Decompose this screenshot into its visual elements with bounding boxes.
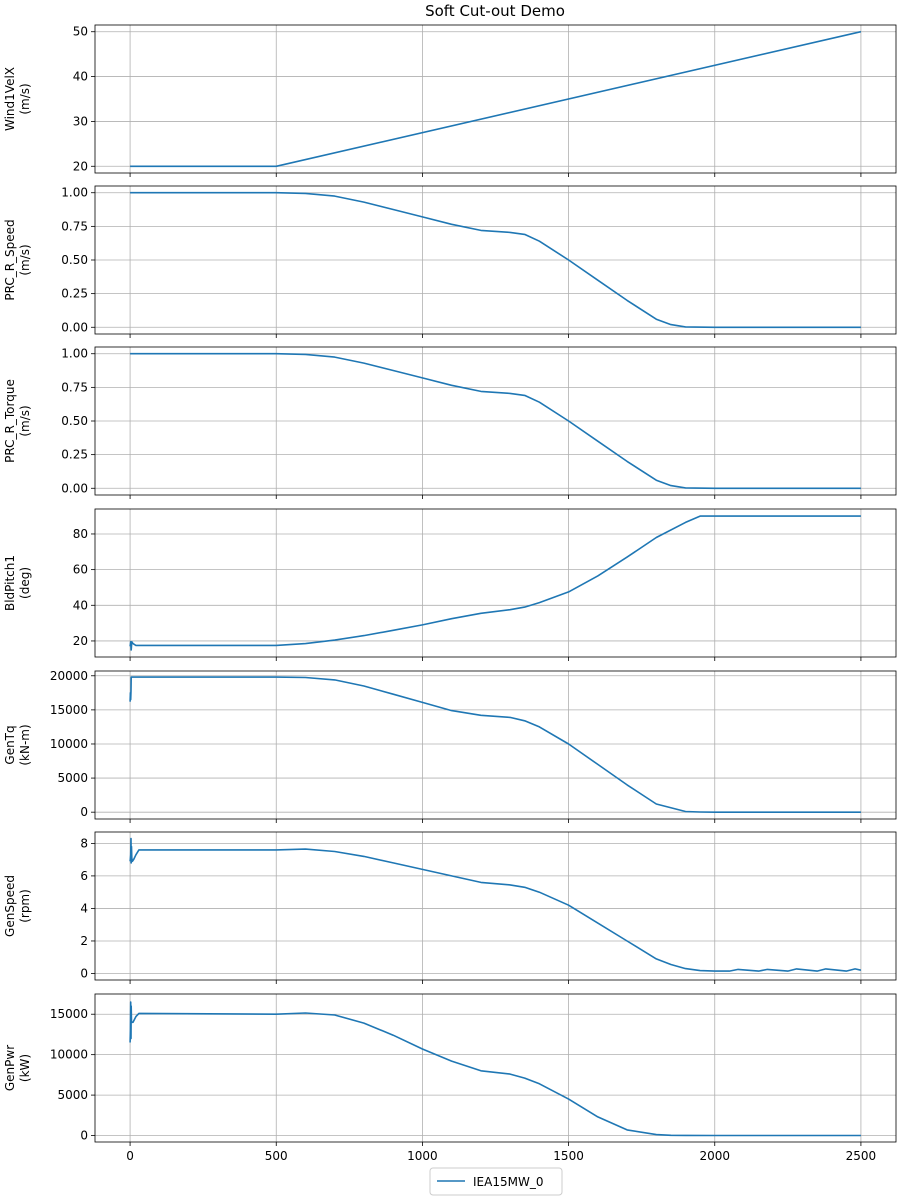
subplot-panel: 20 40 60 80 BldPitch1(deg) [3,508,897,661]
y-tick-label: 0.50 [61,253,88,267]
axes-frame [94,993,897,1143]
y-tick-label: 6 [80,869,88,883]
subplot-panel: 0 5000 10000 15000 20000 GenTq(kN-m) [3,669,897,823]
y-tick-label: 0.00 [61,481,88,495]
axes-frame [94,24,897,174]
y-tick-label: 0 [80,966,88,980]
chart-title: Soft Cut-out Demo [425,2,565,20]
axes-frame [94,508,897,658]
y-tick-label: 60 [73,563,88,577]
series-line [129,676,861,813]
y-axis-label-line: PRC_R_Speed [3,219,17,300]
y-tick-label: 10000 [50,1048,88,1062]
x-tick-label: 500 [265,1149,288,1163]
y-axis-label-unit: (m/s) [18,244,32,275]
subplot-panel: 0.00 0.25 0.50 0.75 1.00 PRC_R_Speed(m/s) [3,185,897,338]
y-axis-label-line: GenPwr [3,1045,17,1091]
y-tick-label: 2 [80,934,88,948]
y-axis-label-line: PRC_R_Torque [3,379,17,463]
y-tick-label: 0.75 [61,380,88,394]
axes-frame [94,670,897,820]
subplot-panel: 0.00 0.25 0.50 0.75 1.00 PRC_R_Torque(m/s) [3,346,897,499]
y-tick-label: 8 [80,836,88,850]
y-tick-label: 20 [73,634,88,648]
y-axis-label-unit: (rpm) [18,889,32,923]
y-tick-label: 5000 [57,771,88,785]
y-tick-label: 15000 [50,703,88,717]
axes-frame [94,831,897,981]
legend-frame [429,1167,563,1196]
series-line [130,191,861,329]
series-line [129,837,862,972]
y-axis-label-line: BldPitch1 [3,555,17,611]
y-tick-label: 0.00 [61,320,88,334]
y-tick-label: 50 [73,25,88,39]
y-axis-label: PRC_R_Speed(m/s) [3,219,32,300]
y-tick-label: 15000 [50,1007,88,1021]
y-tick-label: 1.00 [61,347,88,361]
y-axis-label: GenPwr(kW) [3,1045,32,1091]
y-axis-label: BldPitch1(deg) [3,555,32,611]
y-tick-label: 0.25 [61,448,88,462]
subplot-panel: 0 2 4 6 8 GenSpeed(rpm) [3,831,897,984]
y-tick-label: 0.50 [61,414,88,428]
series-line [130,30,862,168]
series-line [129,515,861,651]
y-axis-label: PRC_R_Torque(m/s) [3,379,32,463]
y-axis-label-unit: (m/s) [18,83,32,114]
legend-entry-label: IEA15MW_0 [473,1175,543,1189]
y-tick-label: 30 [73,114,88,128]
subplot-stack: 20304050Wind1VelX(m/s)0.000.250.500.751.… [3,24,897,1163]
y-tick-label: 80 [73,527,88,541]
y-tick-label: 0.75 [61,219,88,233]
subplot-panel: 20 30 40 50 Wind1VelX(m/s) [3,24,897,177]
subplot-panel: 0 5000 10000 15000 0 500 1000 1500 2000 2500 GenPw… [3,993,897,1163]
y-axis-label-line: GenSpeed [3,875,17,937]
y-tick-label: 4 [80,901,88,915]
y-tick-label: 40 [73,70,88,84]
y-axis-label-unit: (kN-m) [18,724,32,765]
series-line [129,1001,861,1137]
y-tick-label: 10000 [50,737,88,751]
y-tick-label: 20000 [50,669,88,683]
y-axis-label-line: GenTq [3,725,17,764]
y-axis-label: Wind1VelX(m/s) [3,67,32,131]
y-tick-label: 20 [73,159,88,173]
y-tick-label: 0 [80,805,88,819]
y-axis-label-unit: (deg) [18,567,32,599]
y-tick-label: 5000 [57,1088,88,1102]
y-tick-label: 0 [80,1129,88,1143]
x-tick-label: 1500 [553,1149,584,1163]
x-tick-label: 1000 [407,1149,438,1163]
series-line [130,352,861,490]
x-tick-label: 0 [126,1149,134,1163]
y-tick-label: 1.00 [61,186,88,200]
y-axis-label-line: Wind1VelX [3,67,17,131]
x-tick-label: 2000 [699,1149,730,1163]
chart-legend: IEA15MW_0 [429,1167,563,1196]
y-tick-label: 40 [73,598,88,612]
y-axis-label-unit: (kW) [18,1054,32,1082]
y-axis-label-unit: (m/s) [18,405,32,436]
y-axis-label: GenTq(kN-m) [3,724,32,765]
y-axis-label: GenSpeed(rpm) [3,875,32,937]
y-tick-label: 0.25 [61,287,88,301]
x-tick-label: 2500 [846,1149,877,1163]
